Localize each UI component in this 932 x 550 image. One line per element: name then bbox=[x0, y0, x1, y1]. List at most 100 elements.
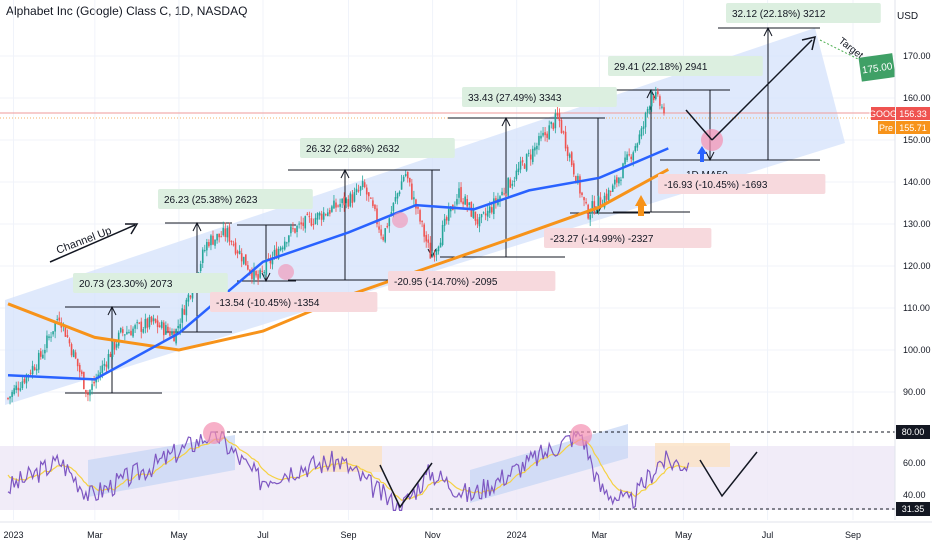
measure-label: -20.95 (-14.70%) -2095 bbox=[388, 271, 556, 291]
candle-body bbox=[607, 189, 610, 201]
candle-body bbox=[76, 358, 79, 367]
rsi-upper-text: 80.00 bbox=[902, 427, 925, 437]
rsi-peak-marker bbox=[203, 422, 225, 444]
time-tick: Jul bbox=[762, 530, 774, 540]
ma50-line bbox=[7, 147, 669, 381]
candle-body bbox=[144, 318, 147, 329]
candle-body bbox=[208, 242, 210, 247]
rsi-panel bbox=[0, 422, 895, 511]
candle-body bbox=[152, 318, 155, 322]
candle-body bbox=[128, 331, 130, 334]
candle-body bbox=[283, 241, 286, 250]
candle-body bbox=[370, 197, 372, 199]
candle-body bbox=[286, 242, 288, 244]
candle-body bbox=[351, 194, 354, 203]
candle-body bbox=[614, 179, 616, 185]
candle-body bbox=[402, 176, 405, 182]
candle-body bbox=[636, 143, 639, 148]
candle-body bbox=[345, 198, 348, 204]
candle-body bbox=[611, 185, 614, 192]
candle-body bbox=[423, 224, 425, 237]
candle-body bbox=[564, 131, 567, 149]
candle-body bbox=[105, 364, 108, 367]
candle-body bbox=[478, 217, 481, 227]
measure-label: -13.54 (-10.45%) -1354 bbox=[210, 292, 378, 312]
candle-body bbox=[554, 113, 557, 129]
candle-body bbox=[359, 186, 362, 191]
candle-body bbox=[21, 381, 24, 389]
candle-body bbox=[644, 112, 647, 128]
ma-touch-marker bbox=[278, 264, 294, 280]
candle-body bbox=[484, 213, 487, 216]
candle-body bbox=[429, 242, 432, 259]
candle-body bbox=[419, 210, 421, 222]
measure-label: 33.43 (27.49%) 3343 bbox=[462, 87, 617, 107]
target-value: 175.00 bbox=[861, 61, 893, 76]
candle-body bbox=[324, 214, 327, 216]
candle-body bbox=[249, 269, 251, 273]
candle-body bbox=[392, 202, 395, 212]
candle-body bbox=[456, 199, 458, 205]
projection-path bbox=[685, 109, 713, 141]
measure-labels: 20.73 (23.30%) 2073 26.23 (25.38%) 2623 -1… bbox=[73, 3, 881, 312]
candle-body bbox=[532, 148, 534, 162]
candle-body bbox=[365, 187, 368, 195]
candle-body bbox=[17, 387, 20, 391]
price-tick: 150.00 bbox=[903, 135, 931, 145]
measure-label-text: -16.93 (-10.45%) -1693 bbox=[664, 180, 768, 191]
candle-body bbox=[579, 176, 581, 194]
candle-body bbox=[97, 374, 99, 377]
candle-body bbox=[435, 249, 438, 255]
candle-body bbox=[134, 325, 136, 329]
rsi-tick: 60.00 bbox=[903, 458, 926, 468]
candle-body bbox=[550, 121, 553, 125]
pre-text: Pre bbox=[879, 123, 893, 133]
candle-body bbox=[542, 132, 544, 136]
candle-body bbox=[103, 363, 106, 366]
candle-body bbox=[318, 212, 321, 216]
candle-body bbox=[126, 331, 128, 335]
time-tick: Mar bbox=[592, 530, 608, 540]
candle-body bbox=[228, 226, 231, 242]
candle-body bbox=[378, 226, 380, 230]
candle-body bbox=[523, 164, 526, 169]
candle-body bbox=[119, 327, 122, 333]
candle-body bbox=[257, 274, 259, 280]
candle-body bbox=[581, 192, 583, 195]
candle-body bbox=[552, 123, 555, 129]
candle-body bbox=[341, 198, 343, 204]
measure-label-text: 29.41 (22.18%) 2941 bbox=[614, 62, 708, 73]
rsi-projection-line bbox=[699, 451, 758, 498]
candle-body bbox=[648, 106, 651, 110]
candle-body bbox=[642, 126, 645, 129]
pre-price-badge bbox=[896, 121, 930, 134]
candle-body bbox=[263, 272, 266, 274]
candle-body bbox=[226, 228, 229, 238]
candle-body bbox=[558, 113, 561, 121]
candle-body bbox=[95, 379, 97, 383]
candle-body bbox=[622, 163, 624, 179]
candle-body bbox=[37, 352, 40, 370]
candle-body bbox=[517, 168, 520, 173]
candle-body bbox=[304, 216, 307, 229]
candle-body bbox=[259, 269, 261, 278]
candle-body bbox=[171, 331, 173, 335]
candle-body bbox=[177, 325, 179, 329]
candle-body bbox=[386, 225, 389, 228]
candle-body bbox=[513, 180, 516, 182]
candle-body bbox=[505, 194, 507, 196]
candle-body bbox=[585, 201, 587, 204]
candle-body bbox=[99, 372, 102, 377]
candle-body bbox=[626, 154, 628, 161]
candle-body bbox=[343, 196, 345, 206]
measure-label-text: 20.73 (23.30%) 2073 bbox=[79, 279, 173, 290]
candle-body bbox=[201, 249, 204, 264]
price-tick: 170.00 bbox=[903, 51, 931, 61]
ticker-text: GOOG bbox=[869, 109, 897, 119]
candle-body bbox=[331, 206, 333, 212]
candle-body bbox=[466, 198, 468, 207]
price-tick: 110.00 bbox=[903, 303, 930, 313]
candle-body bbox=[91, 384, 93, 390]
candle-body bbox=[355, 188, 358, 193]
